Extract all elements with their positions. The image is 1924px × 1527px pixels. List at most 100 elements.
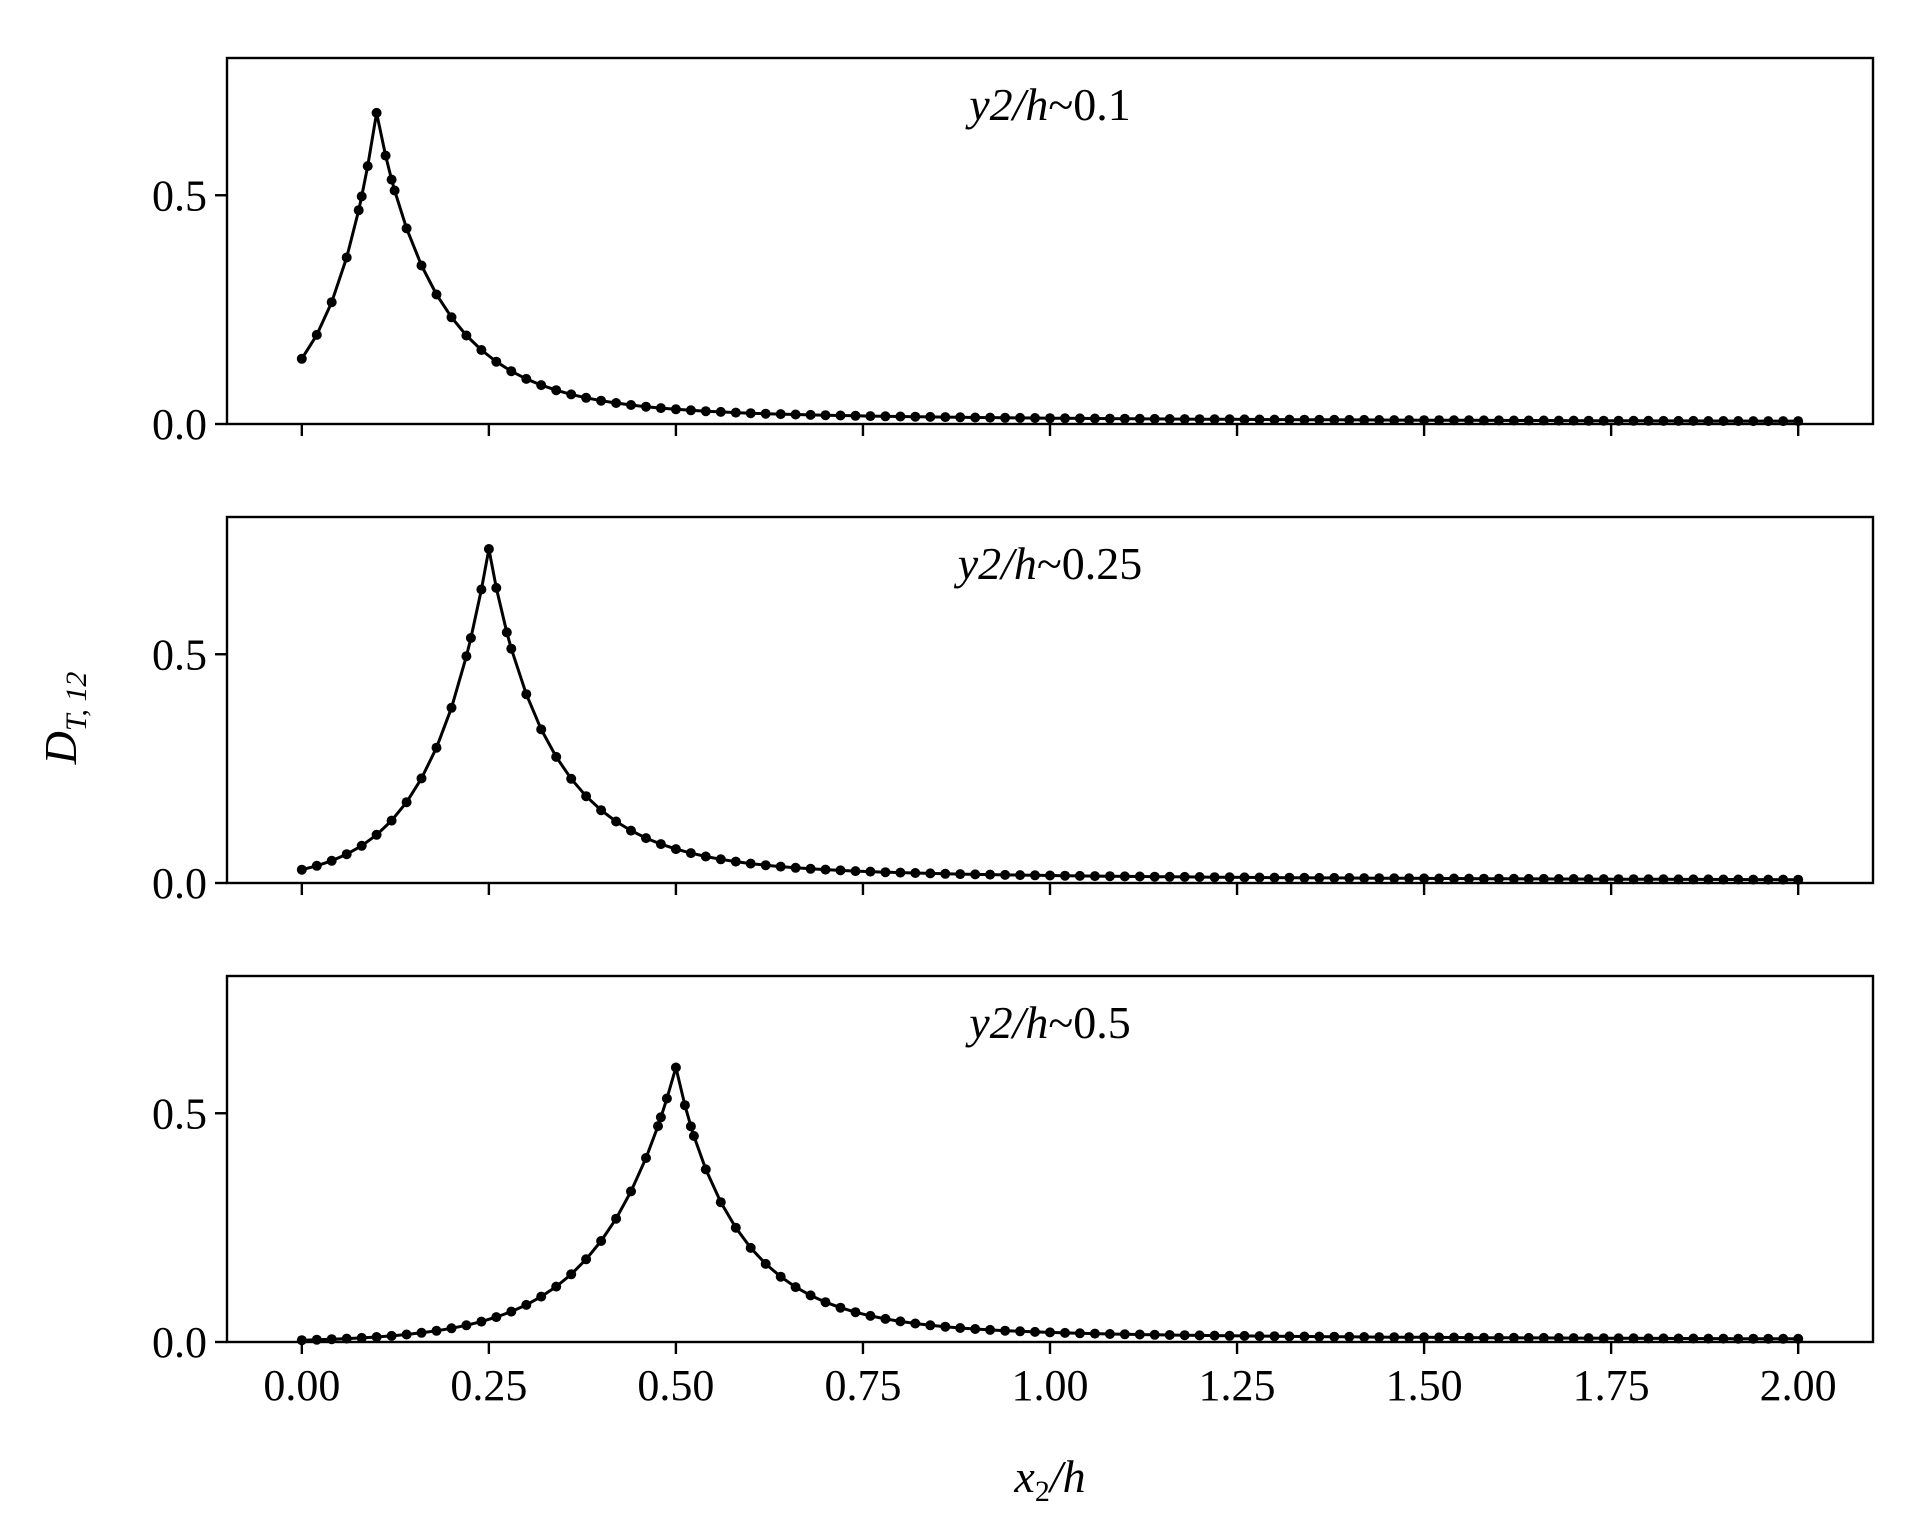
annotation-value: 0.25	[1062, 538, 1143, 589]
data-point	[1104, 413, 1115, 424]
data-point	[1104, 871, 1115, 882]
data-point	[341, 1333, 352, 1344]
data-point	[955, 869, 966, 880]
data-point	[506, 1306, 517, 1317]
data-point	[715, 854, 726, 865]
data-point	[626, 400, 636, 410]
data-point	[910, 1318, 921, 1329]
data-point	[730, 1222, 741, 1233]
data-point	[1449, 415, 1459, 426]
data-point	[326, 297, 337, 308]
data-point	[1763, 1333, 1774, 1344]
data-point	[476, 345, 487, 355]
data-point	[461, 1320, 472, 1331]
data-point	[805, 409, 816, 420]
data-point	[1119, 413, 1130, 424]
data-point	[970, 412, 981, 423]
annotation-value: 0.5	[1073, 997, 1131, 1048]
data-point	[326, 855, 337, 866]
data-point	[1628, 415, 1639, 426]
data-point	[1254, 872, 1265, 883]
panel-2: 0.0 0.5 y2/h~0.25	[152, 515, 1875, 908]
data-point	[1224, 1330, 1235, 1341]
series-line	[301, 1066, 1799, 1342]
data-point	[1015, 1326, 1026, 1337]
data-point	[483, 544, 494, 554]
data-point	[775, 1271, 786, 1282]
data-point	[446, 312, 457, 323]
data-point	[461, 330, 472, 341]
data-point	[910, 411, 921, 422]
data-point	[356, 191, 367, 202]
data-point	[1179, 871, 1190, 882]
data-point	[1000, 412, 1011, 423]
data-point	[925, 868, 936, 879]
data-point	[311, 1334, 322, 1345]
data-point	[1060, 1327, 1070, 1338]
data-point	[1329, 1331, 1340, 1342]
data-point	[970, 869, 981, 880]
data-point	[401, 1329, 412, 1340]
data-point	[1404, 1332, 1415, 1343]
data-point	[1583, 874, 1594, 885]
data-point	[1074, 413, 1085, 424]
data-point	[386, 1330, 397, 1341]
data-point	[476, 584, 487, 595]
data-point	[446, 702, 457, 713]
data-point	[626, 825, 636, 836]
data-point	[1060, 870, 1070, 881]
data-point	[1359, 414, 1370, 425]
data-point	[1045, 413, 1055, 424]
data-point	[536, 1291, 547, 1302]
data-point	[1314, 414, 1325, 425]
data-point	[1030, 413, 1040, 423]
data-point	[1239, 872, 1250, 883]
data-point	[1284, 1331, 1295, 1342]
data-point	[940, 1321, 951, 1332]
data-point	[895, 411, 906, 422]
data-point	[940, 868, 951, 879]
data-point	[1643, 874, 1654, 885]
data-point	[775, 409, 786, 420]
data-point	[356, 1332, 367, 1343]
data-point	[476, 1316, 487, 1327]
data-point	[1089, 871, 1100, 882]
data-point	[1493, 873, 1504, 884]
data-point	[1688, 415, 1699, 426]
data-point	[1374, 873, 1385, 884]
y-axis-label-base: D	[35, 731, 86, 765]
data-point	[641, 401, 651, 412]
data-point	[1613, 415, 1624, 426]
data-point	[1269, 872, 1280, 883]
data-point	[1658, 874, 1669, 885]
data-point	[820, 410, 831, 421]
data-point	[955, 412, 966, 423]
data-point	[1673, 874, 1684, 885]
annotation-var: y2/h	[954, 538, 1037, 589]
data-point	[1523, 873, 1534, 884]
data-point	[1299, 872, 1310, 883]
data-point	[835, 1302, 846, 1313]
data-point	[431, 742, 442, 753]
data-point	[1045, 870, 1055, 881]
data-point	[506, 643, 517, 654]
data-point	[1643, 415, 1654, 426]
data-point	[431, 289, 442, 300]
x-tick-label: 0.50	[637, 1361, 714, 1410]
data-point	[1419, 873, 1430, 884]
annotation-sep: ~	[1048, 997, 1073, 1048]
data-point	[1419, 415, 1430, 426]
data-point	[1359, 1332, 1370, 1342]
data-point	[626, 1186, 636, 1197]
data-point	[341, 252, 352, 263]
data-point	[551, 1281, 562, 1292]
data-point	[1733, 1333, 1744, 1344]
data-point	[1269, 414, 1280, 425]
data-point	[1359, 873, 1370, 884]
data-point	[1628, 874, 1639, 885]
data-point	[596, 805, 607, 816]
data-point	[491, 356, 502, 367]
x-tick-label: 0.00	[263, 1361, 340, 1410]
data-point	[1089, 1328, 1100, 1339]
data-point	[1598, 1333, 1609, 1344]
